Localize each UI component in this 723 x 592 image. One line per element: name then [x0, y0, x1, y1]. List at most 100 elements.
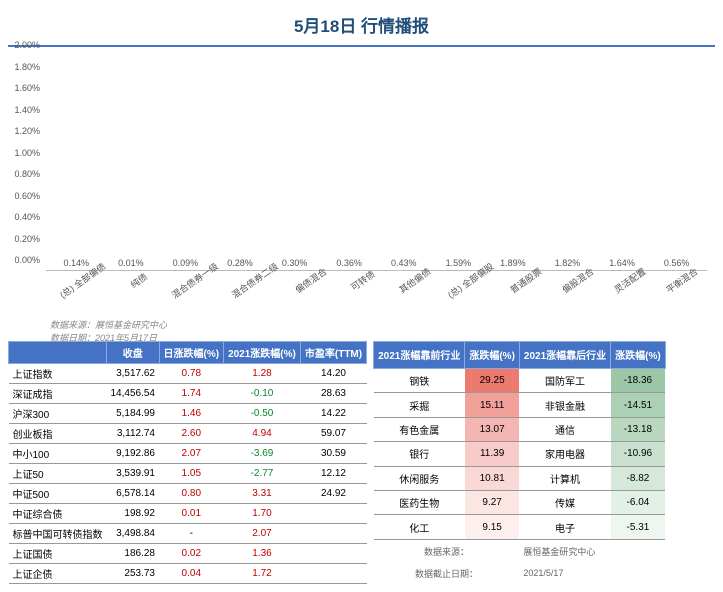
ytick-label: 1.60% — [14, 83, 40, 93]
table-cell: 14.20 — [300, 364, 366, 384]
table-cell: 4.94 — [224, 424, 301, 444]
table-cell: 1.36 — [224, 544, 301, 564]
table-cell: 253.73 — [107, 564, 160, 584]
table-cell: 1.74 — [159, 384, 224, 404]
table-cell: -13.18 — [611, 417, 666, 441]
chart-plot-area: 0.14%0.01%0.09%0.28%0.30%0.36%0.43%1.59%… — [46, 55, 707, 271]
table-row: 钢铁29.25国防军工-18.36 — [374, 368, 666, 392]
table-cell: 3.31 — [224, 484, 301, 504]
table-row: 休闲服务10.81计算机-8.82 — [374, 466, 666, 490]
table-cell: 9.27 — [465, 490, 520, 514]
table-cell: 0.02 — [159, 544, 224, 564]
table-row: 上证国债186.280.021.36 — [9, 544, 367, 564]
table-cell: - — [159, 524, 224, 544]
table-cell — [300, 564, 366, 584]
table-cell: 10.81 — [465, 466, 520, 490]
table-cell: 计算机 — [519, 466, 610, 490]
sector-table: 2021涨幅靠前行业涨跌幅(%)2021涨幅靠后行业涨跌幅(%)钢铁29.25国… — [373, 341, 666, 584]
page-title: 5月18日 行情播报 — [8, 12, 715, 37]
table-header: 2021涨幅靠后行业 — [519, 342, 610, 369]
table-cell: -8.82 — [611, 466, 666, 490]
table-cell: 标普中国可转债指数 — [9, 524, 107, 544]
table-header — [9, 342, 107, 364]
table-row: 中小1009,192.862.07-3.6930.59 — [9, 444, 367, 464]
table-header: 涨跌幅(%) — [611, 342, 666, 369]
ytick-label: 0.80% — [14, 169, 40, 179]
table-cell: 14,456.54 — [107, 384, 160, 404]
ytick-label: 1.40% — [14, 105, 40, 115]
table-cell: 29.25 — [465, 368, 520, 392]
table-cell: 通信 — [519, 417, 610, 441]
bar-column: 0.36% — [325, 258, 374, 270]
table-cell — [300, 544, 366, 564]
ytick-label: 0.60% — [14, 191, 40, 201]
chart-yaxis: 0.00%0.20%0.40%0.60%0.80%1.00%1.20%1.40%… — [8, 55, 42, 270]
index-table: 收盘日涨跌幅(%)2021涨跌幅(%)市盈率(TTM)上证指数3,517.620… — [8, 341, 367, 584]
table-cell: 2.60 — [159, 424, 224, 444]
chart-bars: 0.14%0.01%0.09%0.28%0.30%0.36%0.43%1.59%… — [46, 55, 707, 270]
table-row: 上证指数3,517.620.781.2814.20 — [9, 364, 367, 384]
table-header: 市盈率(TTM) — [300, 342, 366, 364]
table-cell: 59.07 — [300, 424, 366, 444]
table-cell: -10.96 — [611, 442, 666, 466]
table-cell: 1.05 — [159, 464, 224, 484]
chart-footer-source: 数据来源：展恒基金研究中心 — [50, 319, 707, 332]
table-cell: 钢铁 — [374, 368, 465, 392]
ytick-label: 2.00% — [14, 40, 40, 50]
ytick-label: 1.80% — [14, 62, 40, 72]
table-cell: 家用电器 — [519, 442, 610, 466]
table-row: 采掘15.11非银金融-14.51 — [374, 393, 666, 417]
table-row: 创业板指3,112.742.604.9459.07 — [9, 424, 367, 444]
bar-value-label: 0.09% — [173, 258, 199, 268]
bar-value-label: 0.56% — [664, 258, 690, 268]
table-cell: 15.11 — [465, 393, 520, 417]
table-cell: 休闲服务 — [374, 466, 465, 490]
table-cell: -3.69 — [224, 444, 301, 464]
table-row: 有色金属13.07通信-13.18 — [374, 417, 666, 441]
table-cell: 1.28 — [224, 364, 301, 384]
chart-xlabels: (总) 全部偏债纯债混合债券一级混合债券二级偏债混合可转债其他偏债(总) 全部偏… — [46, 275, 707, 307]
table-cell: 中证500 — [9, 484, 107, 504]
table-cell: 采掘 — [374, 393, 465, 417]
table-cell: 14.22 — [300, 404, 366, 424]
table-cell: -5.31 — [611, 515, 666, 539]
ytick-label: 1.20% — [14, 126, 40, 136]
sector-footer-label: 数据截止日期： — [374, 562, 520, 584]
ytick-label: 0.00% — [14, 255, 40, 265]
table-cell: 6,578.14 — [107, 484, 160, 504]
table-row: 上证503,539.911.05-2.7712.12 — [9, 464, 367, 484]
table-cell: 1.46 — [159, 404, 224, 424]
table-cell: 中证综合债 — [9, 504, 107, 524]
table-cell: -0.50 — [224, 404, 301, 424]
table-cell: 电子 — [519, 515, 610, 539]
table-cell: 上证国债 — [9, 544, 107, 564]
table-cell — [300, 504, 366, 524]
table-cell: 3,517.62 — [107, 364, 160, 384]
table-cell: 非银金融 — [519, 393, 610, 417]
table-cell: 国防军工 — [519, 368, 610, 392]
sector-footer-label: 数据来源： — [374, 539, 520, 562]
table-cell: 9,192.86 — [107, 444, 160, 464]
table-header: 2021涨幅靠前行业 — [374, 342, 465, 369]
table-row: 银行11.39家用电器-10.96 — [374, 442, 666, 466]
table-row: 中证5006,578.140.803.3124.92 — [9, 484, 367, 504]
table-cell: 5,184.99 — [107, 404, 160, 424]
table-row: 中证综合债198.920.011.70 — [9, 504, 367, 524]
table-row: 沪深3005,184.991.46-0.5014.22 — [9, 404, 367, 424]
table-cell: 30.59 — [300, 444, 366, 464]
table-header: 日涨跌幅(%) — [159, 342, 224, 364]
table-cell: 上证指数 — [9, 364, 107, 384]
bar-value-label: 0.36% — [336, 258, 362, 268]
table-cell: 2.07 — [159, 444, 224, 464]
table-cell: -0.10 — [224, 384, 301, 404]
table-header: 涨跌幅(%) — [465, 342, 520, 369]
bar-value-label: 0.14% — [64, 258, 90, 268]
table-cell: 3,498.84 — [107, 524, 160, 544]
table-row: 化工9.15电子-5.31 — [374, 515, 666, 539]
bar-value-label: 1.64% — [609, 258, 635, 268]
bar-value-label: 0.43% — [391, 258, 417, 268]
table-cell: 28.63 — [300, 384, 366, 404]
table-row: 上证企债253.730.041.72 — [9, 564, 367, 584]
table-cell: 11.39 — [465, 442, 520, 466]
ytick-label: 1.00% — [14, 148, 40, 158]
